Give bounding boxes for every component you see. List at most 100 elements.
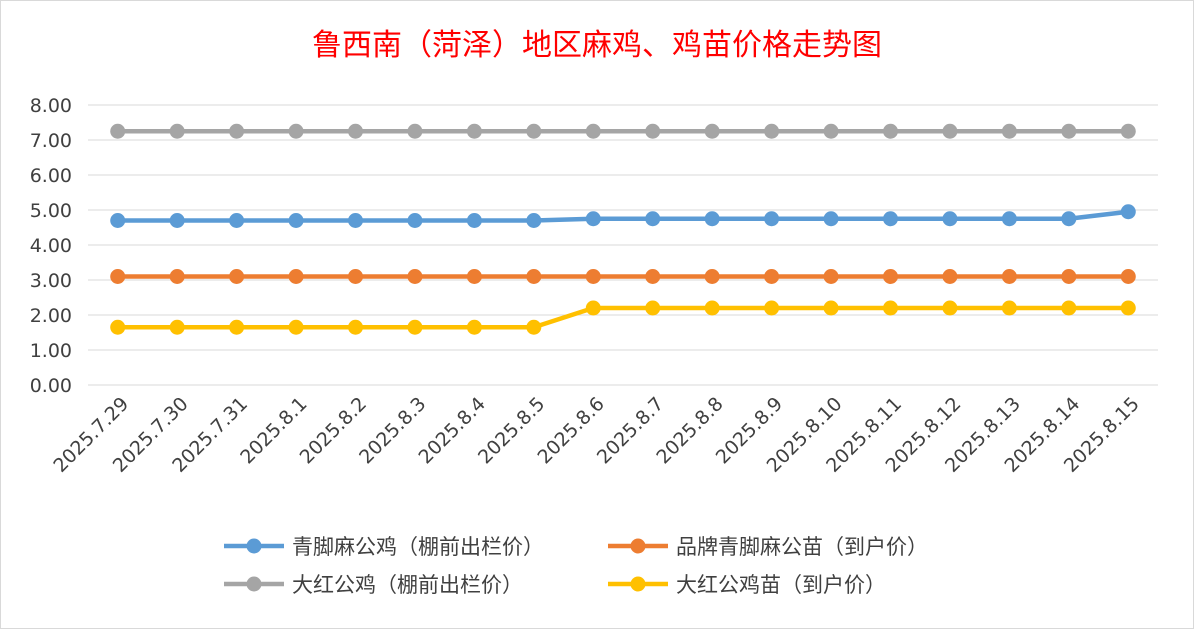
data-point [348, 123, 363, 139]
chart-title: 鲁西南（菏泽）地区麻鸡、鸡苗价格走势图 [312, 28, 882, 63]
series-line [115, 305, 1131, 330]
data-point [526, 319, 542, 335]
data-point [704, 123, 720, 139]
legend-item: 大红公鸡苗（到户价） [608, 573, 886, 597]
data-point [823, 123, 839, 139]
series-line [115, 209, 1131, 223]
y-tick-label: 8.00 [30, 95, 72, 117]
data-point [942, 300, 958, 316]
data-point [526, 213, 542, 228]
data-point [585, 211, 601, 227]
data-point [942, 211, 958, 227]
data-point [645, 300, 661, 316]
data-point [110, 213, 126, 228]
y-tick-label: 4.00 [30, 235, 72, 257]
legend-item: 大红公鸡（棚前出栏价） [224, 573, 523, 597]
data-point [288, 269, 304, 284]
y-tick-label: 7.00 [30, 130, 72, 152]
data-point [288, 213, 304, 228]
series-3 [110, 300, 1136, 335]
data-point [1061, 211, 1077, 227]
data-point [169, 123, 185, 139]
data-point [1061, 300, 1077, 316]
data-point [1061, 123, 1077, 139]
data-point [1001, 123, 1017, 139]
legend-item: 青脚麻公鸡（棚前出栏价） [224, 535, 544, 559]
data-point [883, 123, 898, 139]
data-point [288, 319, 304, 335]
data-point [942, 123, 958, 139]
data-point [110, 269, 126, 284]
data-point [645, 269, 661, 284]
legend-swatch-marker [630, 538, 646, 554]
data-point [348, 319, 363, 335]
data-point [466, 319, 482, 335]
data-point [526, 269, 542, 284]
data-point [288, 123, 304, 139]
data-point [1001, 211, 1017, 227]
data-point [110, 123, 126, 139]
legend-swatch-marker [246, 538, 262, 554]
data-point [764, 211, 780, 227]
data-point [1061, 269, 1077, 284]
legend-item: 品牌青脚麻公苗（到户价） [608, 535, 928, 559]
data-point [407, 123, 423, 139]
data-point [764, 123, 780, 139]
legend-label: 青脚麻公鸡（棚前出栏价） [292, 535, 544, 559]
data-point [823, 211, 839, 227]
legend-label: 大红公鸡（棚前出栏价） [292, 573, 523, 597]
data-point [1120, 300, 1136, 316]
data-point [407, 213, 423, 228]
y-tick-label: 2.00 [30, 305, 72, 327]
grid-layer [88, 104, 1158, 386]
data-point [704, 269, 720, 284]
data-point [1001, 300, 1017, 316]
data-point [1120, 204, 1136, 220]
data-point [407, 319, 423, 335]
data-point [883, 211, 898, 227]
data-point [823, 300, 839, 316]
y-tick-label: 1.00 [30, 340, 72, 362]
y-tick-label: 5.00 [30, 200, 72, 222]
data-point [942, 269, 958, 284]
data-point [348, 269, 363, 284]
y-tick-label: 6.00 [30, 165, 72, 187]
data-point [169, 213, 185, 228]
data-point [585, 269, 601, 284]
data-point [229, 213, 245, 228]
data-point [764, 300, 780, 316]
data-point [645, 123, 661, 139]
data-point [466, 123, 482, 139]
legend-swatch-marker [246, 576, 262, 592]
data-point [348, 213, 363, 228]
data-point [764, 269, 780, 284]
data-point [883, 300, 898, 316]
data-point [704, 211, 720, 227]
data-point [407, 269, 423, 284]
legend: 青脚麻公鸡（棚前出栏价） 品牌青脚麻公苗（到户价） 大红公鸡（棚前出栏价） 大红公鸡苗… [224, 535, 928, 597]
legend-swatch-marker [630, 576, 646, 592]
data-point [466, 213, 482, 228]
data-point [110, 319, 126, 335]
data-point [229, 269, 245, 284]
series-2 [110, 123, 1136, 139]
data-point [883, 269, 898, 284]
legend-label: 品牌青脚麻公苗（到户价） [676, 535, 928, 559]
series-0 [110, 204, 1136, 228]
data-point [229, 123, 245, 139]
legend-label: 大红公鸡苗（到户价） [676, 573, 886, 597]
data-point [585, 123, 601, 139]
data-point [704, 300, 720, 316]
series-1 [110, 269, 1136, 284]
y-tick-label: 3.00 [30, 270, 72, 292]
data-point [645, 211, 661, 227]
data-point [466, 269, 482, 284]
data-point [169, 319, 185, 335]
data-point [585, 300, 601, 316]
data-point [1120, 123, 1136, 139]
y-tick-label: 0.00 [30, 375, 72, 397]
data-point [526, 123, 542, 139]
y-axis-ticks: 0.00 1.00 2.00 3.00 4.00 5.00 6.00 7.00 8.00 [30, 95, 72, 397]
data-point [169, 269, 185, 284]
